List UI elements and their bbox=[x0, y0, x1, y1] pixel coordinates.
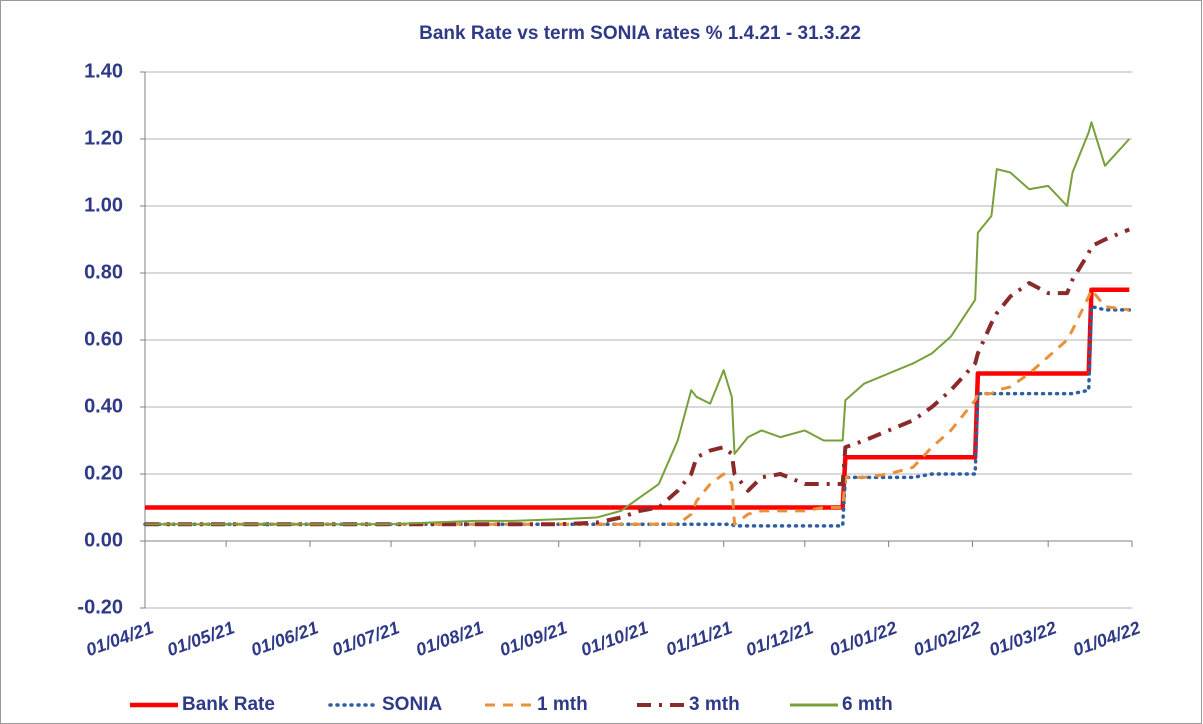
legend-label: SONIA bbox=[382, 694, 442, 715]
series-line bbox=[145, 121, 1131, 526]
y-tick-label: 1.40 bbox=[84, 60, 123, 82]
series-line bbox=[145, 287, 1130, 510]
y-tick-label: 0.80 bbox=[84, 261, 123, 283]
y-tick-label: -0.20 bbox=[77, 596, 123, 618]
legend-label: 1 mth bbox=[537, 694, 588, 715]
legend-label: 6 mth bbox=[842, 694, 893, 715]
series-line bbox=[145, 288, 1130, 526]
chart-title: Bank Rate vs term SONIA rates % 1.4.21 -… bbox=[419, 23, 861, 44]
y-tick-label: 0.20 bbox=[84, 462, 123, 484]
legend-label: 3 mth bbox=[689, 694, 740, 715]
legend-label: Bank Rate bbox=[182, 694, 275, 715]
y-tick-label: 0.00 bbox=[84, 529, 123, 551]
y-tick-label: 1.00 bbox=[84, 194, 123, 216]
y-tick-label: 1.20 bbox=[84, 127, 123, 149]
y-tick-label: 0.40 bbox=[84, 395, 123, 417]
y-tick-label: 0.60 bbox=[84, 328, 123, 350]
